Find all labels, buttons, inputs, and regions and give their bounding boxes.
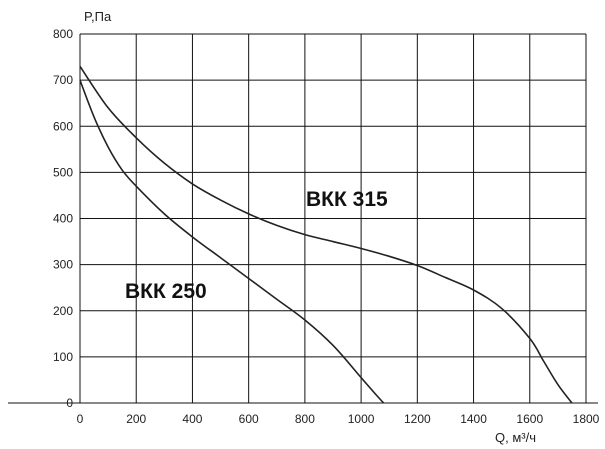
series-line-0 bbox=[79, 79, 385, 404]
y-tick-label: 0 bbox=[66, 396, 73, 410]
grid bbox=[8, 33, 598, 404]
y-tick-label: 400 bbox=[53, 212, 73, 226]
series-label-vkk315: ВКК 315 bbox=[306, 188, 388, 211]
y-tick-label: 200 bbox=[53, 304, 73, 318]
series-line-1 bbox=[79, 65, 573, 404]
y-tick-label: 600 bbox=[53, 119, 73, 133]
x-tick-label: 1200 bbox=[404, 412, 431, 426]
series-lines bbox=[79, 65, 573, 404]
x-tick-label: 0 bbox=[77, 412, 84, 426]
x-tick-label: 200 bbox=[126, 412, 146, 426]
y-tick-label: 500 bbox=[53, 165, 73, 179]
x-tick-label: 1600 bbox=[516, 412, 543, 426]
x-tick-label: 400 bbox=[182, 412, 202, 426]
y-tick-label: 700 bbox=[53, 73, 73, 87]
x-tick-label: 800 bbox=[295, 412, 315, 426]
y-tick-label: 300 bbox=[53, 258, 73, 272]
x-tick-label: 1400 bbox=[460, 412, 487, 426]
x-tick-label: 600 bbox=[239, 412, 259, 426]
y-tick-label: 800 bbox=[53, 27, 73, 41]
x-tick-label: 1800 bbox=[573, 412, 600, 426]
y-tick-labels: 0 100 200 300 400 500 600 700 800 bbox=[53, 27, 73, 410]
x-tick-label: 1000 bbox=[348, 412, 375, 426]
series-label-vkk250: ВКК 250 bbox=[125, 280, 207, 303]
x-tick-labels: 0 200 400 600 800 1000 1200 1400 1600 1800 bbox=[77, 412, 600, 426]
y-tick-label: 100 bbox=[53, 350, 73, 364]
y-axis-title: P,Па bbox=[84, 9, 112, 24]
x-axis-title: Q, м³/ч bbox=[495, 430, 536, 445]
